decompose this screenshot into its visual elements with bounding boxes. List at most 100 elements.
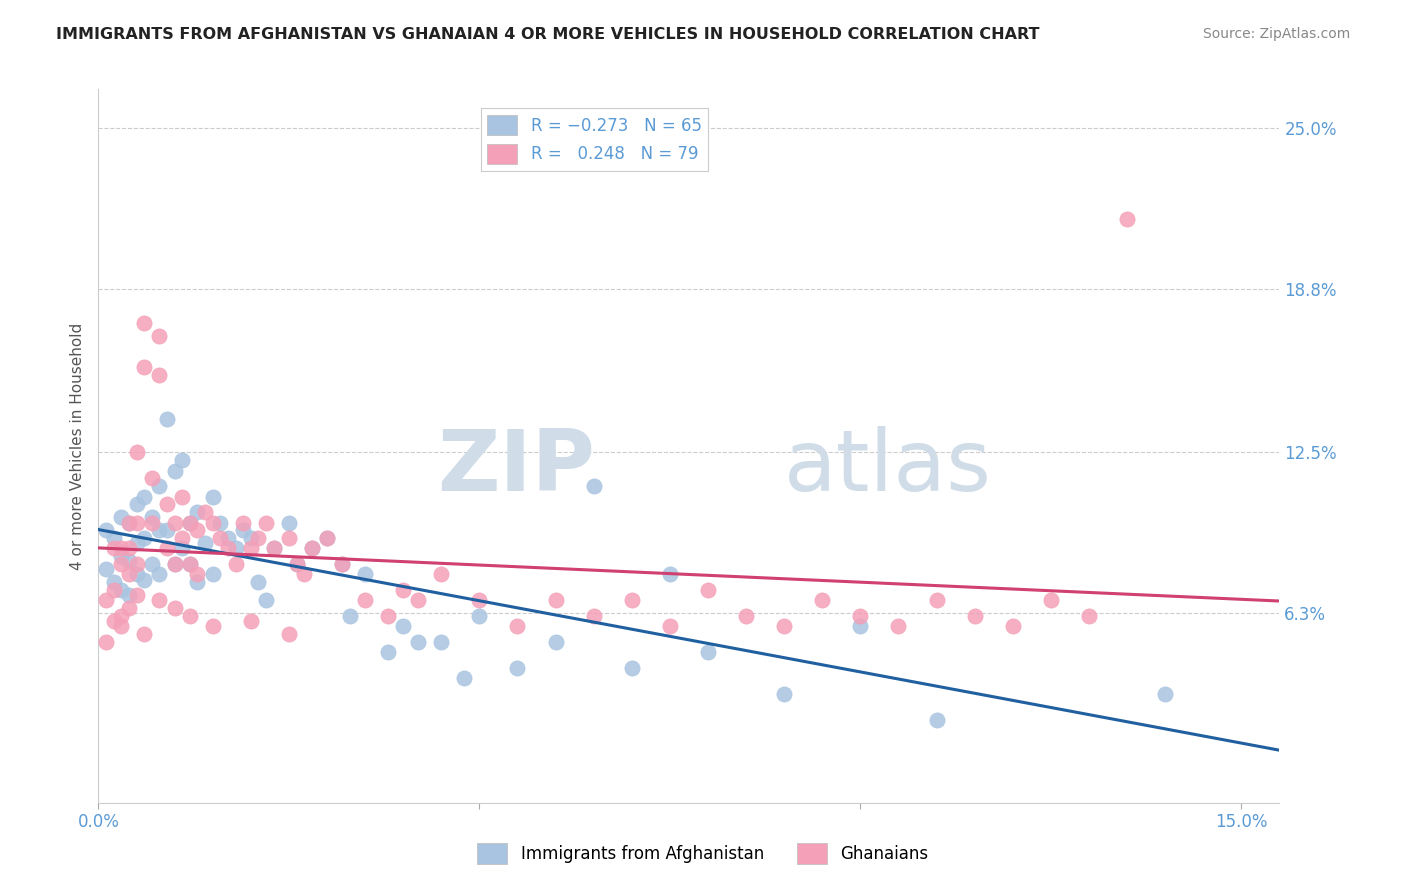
Legend: Immigrants from Afghanistan, Ghanaians: Immigrants from Afghanistan, Ghanaians (471, 837, 935, 871)
Point (239, 541, 262, 556)
Point (254, 516, 277, 530)
Point (316, 531, 339, 545)
Point (94, 562, 117, 576)
Point (506, 619, 529, 633)
Point (330, 557, 353, 571)
Point (201, 516, 224, 530)
Text: Source: ZipAtlas.com: Source: ZipAtlas.com (1202, 27, 1350, 41)
Point (103, 541, 125, 556)
Point (277, 531, 299, 545)
Point (377, 609, 399, 624)
Point (163, 557, 186, 571)
Point (239, 614, 262, 628)
Point (209, 516, 232, 530)
Point (339, 609, 361, 624)
Point (408, 635, 430, 649)
Point (620, 661, 643, 675)
Legend: R = −0.273   N = 65, R =   0.248   N = 79: R = −0.273 N = 65, R = 0.248 N = 79 (481, 108, 709, 170)
Point (254, 593, 277, 607)
Point (141, 557, 163, 571)
Point (110, 609, 132, 624)
Point (110, 582, 132, 597)
Point (163, 516, 186, 530)
Point (94, 593, 117, 607)
Point (134, 573, 156, 587)
Point (773, 619, 796, 633)
Point (194, 536, 217, 550)
Point (125, 588, 148, 602)
Point (963, 609, 986, 624)
Point (277, 516, 299, 530)
Point (186, 524, 208, 538)
Point (179, 516, 201, 530)
Point (156, 541, 179, 556)
Point (1078, 609, 1101, 624)
Point (103, 531, 125, 545)
Point (186, 505, 208, 519)
Text: atlas: atlas (783, 425, 991, 509)
Point (148, 328, 170, 343)
Point (156, 411, 179, 425)
Point (118, 601, 141, 615)
Point (179, 557, 201, 571)
Point (697, 645, 720, 659)
Point (292, 567, 315, 582)
Point (110, 619, 132, 633)
Point (110, 510, 132, 524)
Point (125, 536, 148, 550)
Point (354, 567, 377, 582)
Point (232, 516, 254, 530)
Point (392, 582, 415, 597)
Point (156, 497, 179, 511)
Point (620, 593, 643, 607)
Text: ZIP: ZIP (437, 425, 595, 509)
Point (141, 510, 163, 524)
Point (1001, 619, 1024, 633)
Point (285, 557, 308, 571)
Point (201, 619, 224, 633)
Point (156, 524, 179, 538)
Point (217, 541, 239, 556)
Point (118, 554, 141, 568)
Point (134, 627, 156, 641)
Point (658, 619, 681, 633)
Point (217, 531, 239, 545)
Point (179, 609, 201, 624)
Point (468, 609, 491, 624)
Point (925, 593, 948, 607)
Point (430, 567, 453, 582)
Point (148, 567, 170, 582)
Point (263, 541, 285, 556)
Point (225, 541, 247, 556)
Point (468, 593, 491, 607)
Point (134, 531, 156, 545)
Point (125, 567, 148, 582)
Point (277, 627, 299, 641)
Point (232, 524, 254, 538)
Point (658, 567, 681, 582)
Point (392, 619, 415, 633)
Point (103, 575, 125, 590)
Point (377, 645, 399, 659)
Point (582, 609, 605, 624)
Point (103, 582, 125, 597)
Point (239, 531, 262, 545)
Point (148, 593, 170, 607)
Point (506, 661, 529, 675)
Point (735, 609, 758, 624)
Point (172, 453, 194, 467)
Point (125, 497, 148, 511)
Point (925, 713, 948, 727)
Point (285, 557, 308, 571)
Point (125, 516, 148, 530)
Point (887, 619, 910, 633)
Point (118, 516, 141, 530)
Point (163, 601, 186, 615)
Point (179, 557, 201, 571)
Point (110, 557, 132, 571)
Point (172, 541, 194, 556)
Point (582, 479, 605, 493)
Point (697, 582, 720, 597)
Point (118, 588, 141, 602)
Point (849, 609, 872, 624)
